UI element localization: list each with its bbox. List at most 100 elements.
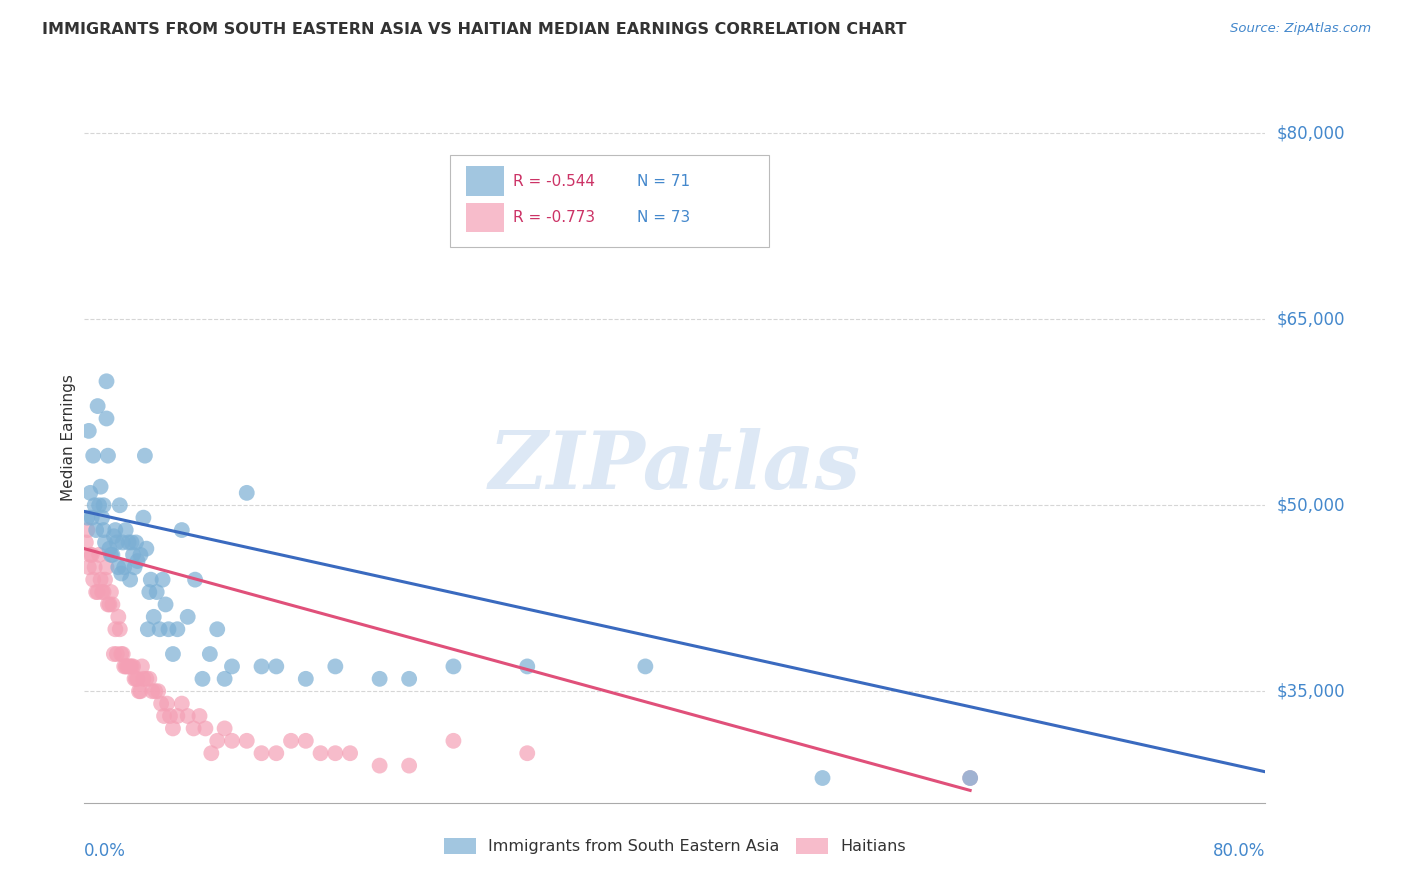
Text: $50,000: $50,000	[1277, 496, 1346, 515]
Point	[368, 758, 391, 772]
Point	[141, 684, 163, 698]
Point	[183, 722, 205, 736]
Point	[110, 647, 132, 661]
Point	[129, 548, 152, 562]
Point	[120, 659, 142, 673]
Point	[132, 510, 155, 524]
Point	[135, 672, 157, 686]
Y-axis label: Median Earnings: Median Earnings	[60, 374, 76, 500]
Point	[105, 535, 128, 549]
Point	[114, 523, 136, 537]
Point	[131, 659, 153, 673]
Point	[177, 610, 200, 624]
Point	[132, 672, 155, 686]
Point	[121, 535, 143, 549]
Point	[110, 566, 132, 581]
Point	[86, 585, 108, 599]
Point	[250, 659, 273, 673]
Point	[325, 659, 347, 673]
Text: N = 73: N = 73	[637, 211, 690, 225]
Point	[122, 659, 145, 673]
Point	[368, 672, 391, 686]
Point	[309, 746, 332, 760]
Point	[124, 672, 146, 686]
Point	[79, 548, 101, 562]
Point	[82, 573, 104, 587]
Point	[107, 610, 129, 624]
Point	[155, 598, 177, 612]
Point	[145, 585, 167, 599]
Point	[105, 647, 128, 661]
Point	[136, 622, 159, 636]
FancyBboxPatch shape	[465, 167, 503, 195]
Point	[100, 585, 122, 599]
Point	[103, 647, 125, 661]
Point	[159, 709, 181, 723]
Point	[138, 585, 160, 599]
Point	[236, 734, 259, 748]
Point	[811, 771, 834, 785]
Point	[87, 498, 111, 512]
Point	[100, 548, 122, 562]
Point	[93, 498, 115, 512]
Point	[115, 659, 138, 673]
Point	[150, 697, 173, 711]
Point	[295, 734, 318, 748]
Point	[118, 535, 141, 549]
Point	[125, 672, 148, 686]
Text: $35,000: $35,000	[1277, 682, 1346, 700]
Point	[152, 573, 174, 587]
Point	[96, 411, 118, 425]
Point	[339, 746, 361, 760]
Text: $65,000: $65,000	[1277, 310, 1346, 328]
Point	[135, 541, 157, 556]
Point	[101, 598, 124, 612]
Text: 0.0%: 0.0%	[84, 842, 127, 860]
Point	[516, 659, 538, 673]
Point	[191, 672, 214, 686]
Point	[90, 480, 112, 494]
Point	[207, 734, 229, 748]
Point	[166, 622, 188, 636]
Point	[157, 622, 180, 636]
Point	[93, 585, 115, 599]
Text: ZIPatlas: ZIPatlas	[489, 427, 860, 505]
Point	[94, 535, 117, 549]
Point	[170, 523, 193, 537]
Point	[516, 746, 538, 760]
Point	[104, 523, 127, 537]
Point	[108, 498, 131, 512]
Point	[959, 771, 981, 785]
Point	[112, 560, 135, 574]
Point	[125, 535, 148, 549]
Point	[111, 535, 134, 549]
Point	[198, 647, 221, 661]
Point	[84, 523, 107, 537]
Point	[221, 659, 243, 673]
Point	[325, 746, 347, 760]
Point	[129, 684, 152, 698]
Point	[96, 374, 118, 388]
Point	[398, 672, 420, 686]
Text: R = -0.773: R = -0.773	[513, 211, 595, 225]
Point	[80, 548, 103, 562]
Point	[122, 548, 145, 562]
Point	[134, 449, 156, 463]
Point	[120, 573, 142, 587]
Point	[96, 560, 118, 574]
Point	[83, 560, 105, 574]
Point	[98, 598, 121, 612]
Text: R = -0.544: R = -0.544	[513, 174, 595, 188]
Point	[103, 529, 125, 543]
FancyBboxPatch shape	[465, 203, 503, 232]
Point	[142, 610, 165, 624]
Text: $80,000: $80,000	[1277, 124, 1346, 143]
Point	[128, 684, 150, 698]
Point	[194, 722, 217, 736]
Point	[200, 746, 222, 760]
Point	[118, 659, 141, 673]
Point	[82, 449, 104, 463]
Point	[127, 554, 149, 568]
Point	[108, 622, 131, 636]
Legend: Immigrants from South Eastern Asia, Haitians: Immigrants from South Eastern Asia, Hait…	[437, 831, 912, 861]
